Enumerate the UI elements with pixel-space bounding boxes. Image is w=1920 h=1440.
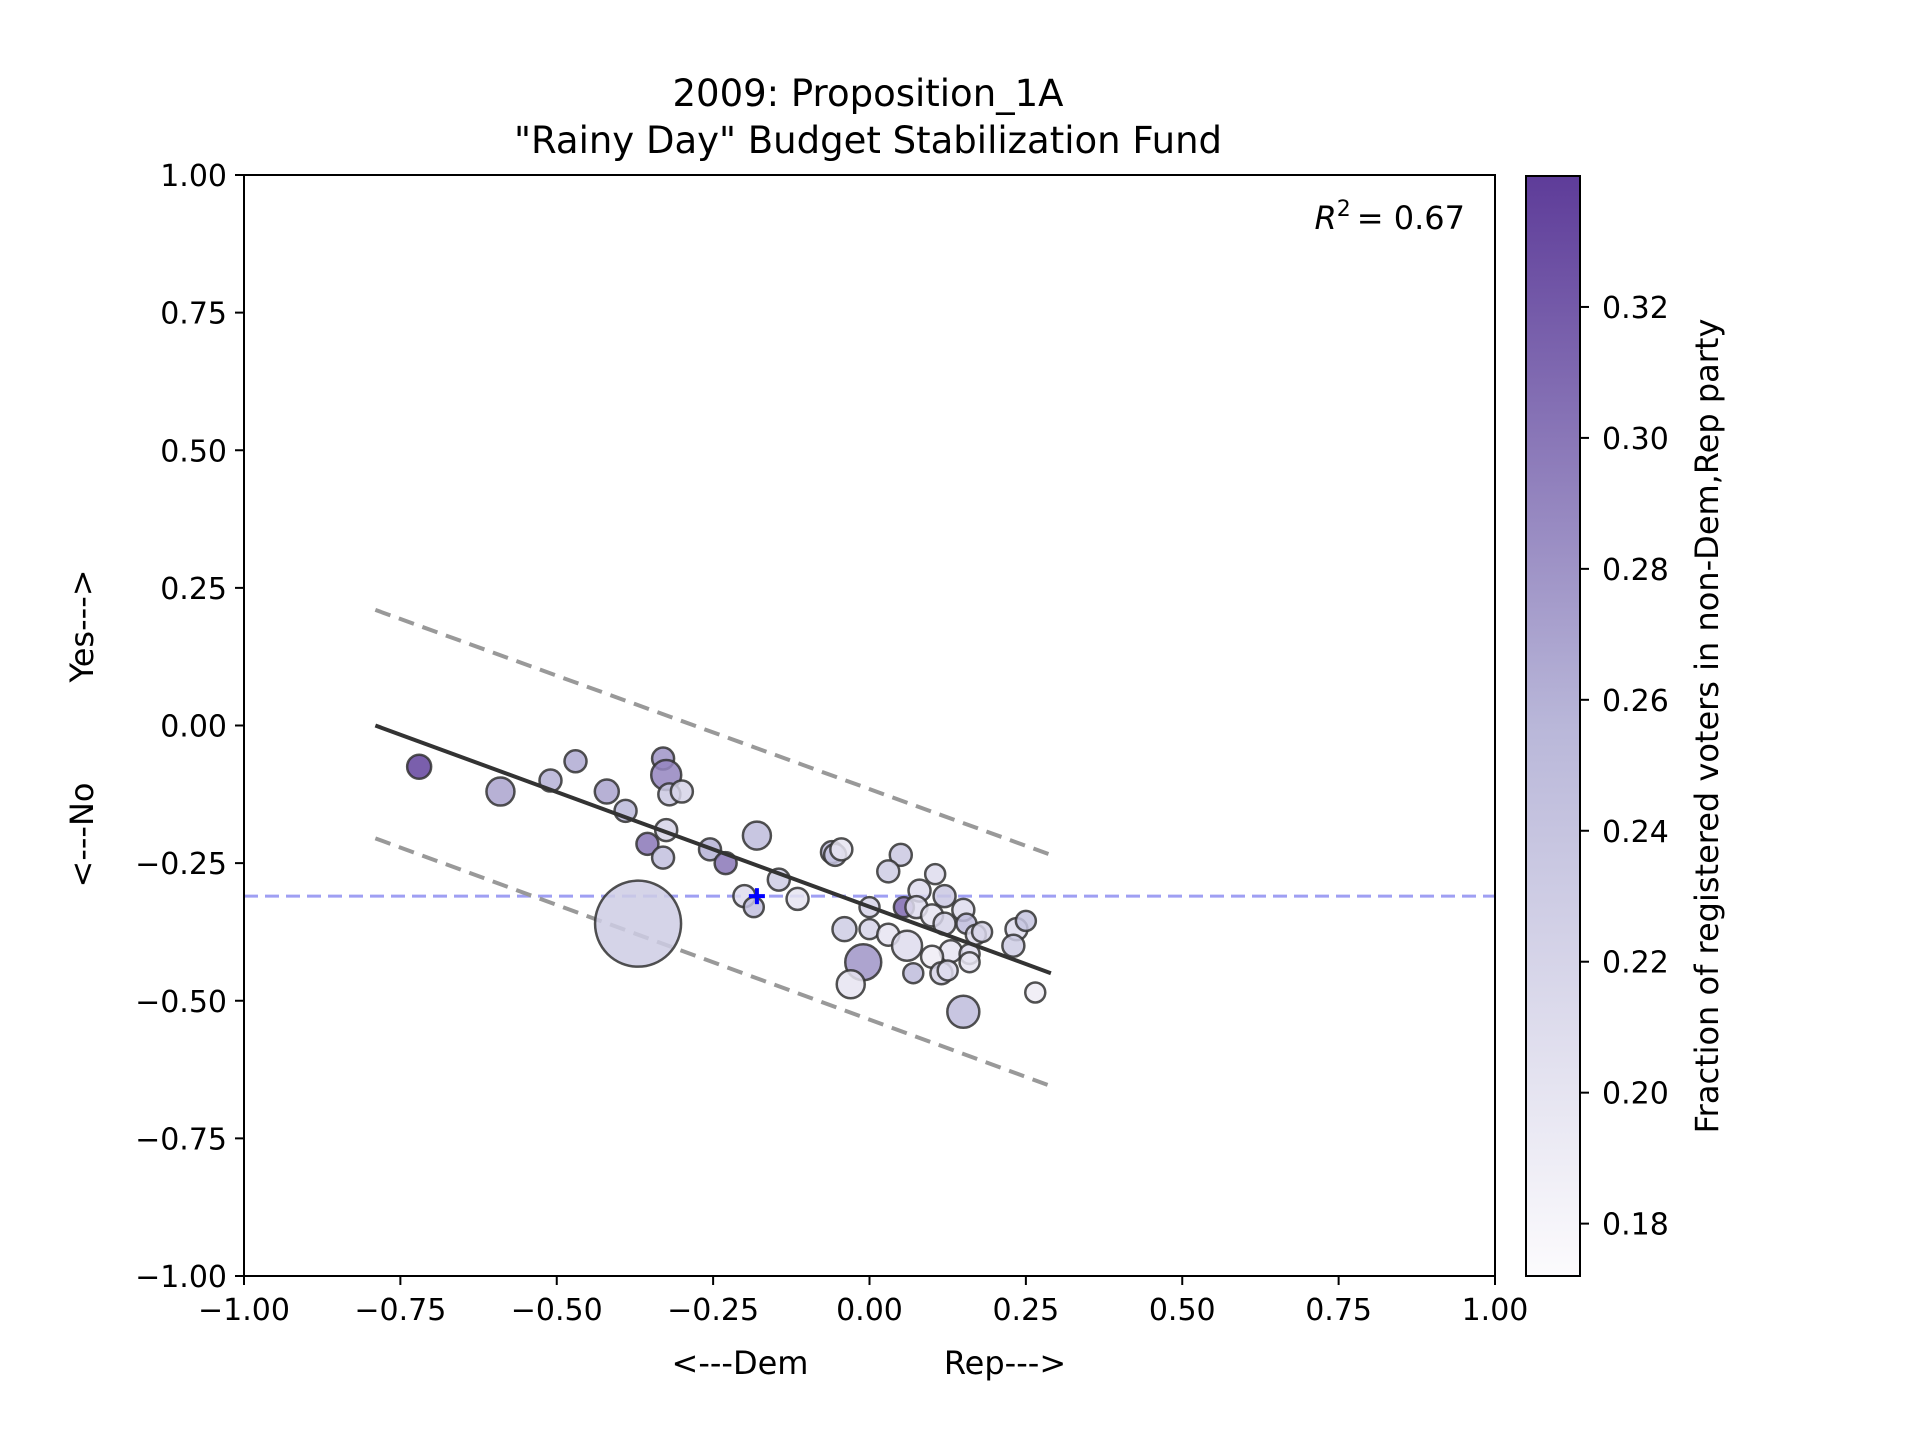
y-axis-ticks: −1.00 −0.75 −0.50 −0.25 0.00 0.25 0.50 0.75 1.00 (135, 159, 244, 1295)
data-point (635, 831, 660, 857)
data-point (669, 779, 695, 804)
mean-marker (748, 888, 765, 905)
data-point (888, 842, 914, 868)
fit-line (374, 723, 1052, 976)
band-lower-line (374, 836, 1052, 1088)
data-point (958, 950, 981, 974)
data-point (1014, 909, 1038, 933)
data-point (593, 778, 621, 805)
colorbar-label: Fraction of registered voters in non-Dem… (1688, 319, 1726, 1134)
data-point (936, 959, 959, 982)
data-point (923, 862, 947, 886)
data-point (970, 920, 994, 944)
chart-title: 2009: Proposition_1A (673, 72, 1064, 115)
data-point (593, 879, 683, 968)
x-tick-label: 0.00 (836, 1293, 903, 1328)
y-tick-label: 0.25 (160, 572, 227, 607)
plot-frame (243, 174, 1496, 1277)
y-tick-label: 0.75 (160, 297, 227, 332)
colorbar (1525, 175, 1581, 1277)
data-point (785, 886, 810, 912)
plot-area (244, 608, 1495, 1088)
y-tick-label: −0.25 (135, 847, 227, 882)
data-point (932, 883, 957, 909)
y-tick-label: 1.00 (160, 159, 227, 194)
data-point (946, 994, 981, 1030)
data-point (831, 915, 858, 943)
band-upper-line (374, 608, 1052, 857)
y-axis-label-no: <---No (63, 783, 101, 888)
y-tick-label: 0.50 (160, 434, 227, 469)
data-point (485, 776, 516, 807)
colorbar-tick-label: 0.32 (1602, 291, 1669, 326)
colorbar-tick-label: 0.18 (1602, 1208, 1669, 1243)
x-tick-label: −0.50 (511, 1293, 603, 1328)
x-tick-label: −0.75 (354, 1293, 446, 1328)
data-point (742, 895, 766, 919)
x-axis-ticks: −1.00 −0.75 −0.50 −0.25 0.00 0.25 0.50 0.75 1.00 (198, 1276, 1528, 1328)
colorbar-tick-label: 0.26 (1602, 684, 1669, 719)
r-squared-annotation: R2 = 0.67 (1315, 197, 1465, 237)
data-point (876, 859, 901, 884)
data-point (405, 753, 433, 781)
x-tick-label: 1.00 (1462, 1293, 1529, 1328)
data-point (1001, 933, 1026, 958)
data-point (835, 968, 866, 1000)
colorbar-tick-label: 0.22 (1602, 946, 1669, 981)
colorbar-tick-label: 0.30 (1602, 422, 1669, 457)
x-tick-label: 0.75 (1305, 1293, 1372, 1328)
data-point (829, 837, 854, 862)
x-axis-label-rep: Rep---> (944, 1344, 1066, 1382)
colorbar-ticks: 0.18 0.20 0.22 0.24 0.26 0.28 0.30 0.32 (1580, 291, 1669, 1243)
x-tick-label: 0.25 (992, 1293, 1059, 1328)
x-axis-label-dem: <---Dem (672, 1344, 809, 1382)
data-point (650, 845, 676, 870)
data-point (563, 749, 588, 774)
x-tick-label: −1.00 (198, 1293, 290, 1328)
colorbar-tick-label: 0.28 (1602, 553, 1669, 588)
x-tick-label: 0.50 (1149, 1293, 1216, 1328)
y-tick-label: −0.75 (135, 1122, 227, 1157)
colorbar-tick-label: 0.20 (1602, 1077, 1669, 1112)
colorbar-tick-label: 0.24 (1602, 815, 1669, 850)
data-point (902, 961, 925, 985)
data-point (1024, 981, 1047, 1004)
x-tick-label: −0.25 (667, 1293, 759, 1328)
data-point (741, 820, 773, 851)
y-tick-label: 0.00 (160, 710, 227, 745)
y-axis-label-yes: Yes---> (63, 569, 101, 683)
y-tick-label: −1.00 (135, 1260, 227, 1295)
y-tick-label: −0.50 (135, 985, 227, 1020)
data-point (890, 929, 924, 962)
chart-subtitle: "Rainy Day" Budget Stabilization Fund (514, 119, 1222, 162)
